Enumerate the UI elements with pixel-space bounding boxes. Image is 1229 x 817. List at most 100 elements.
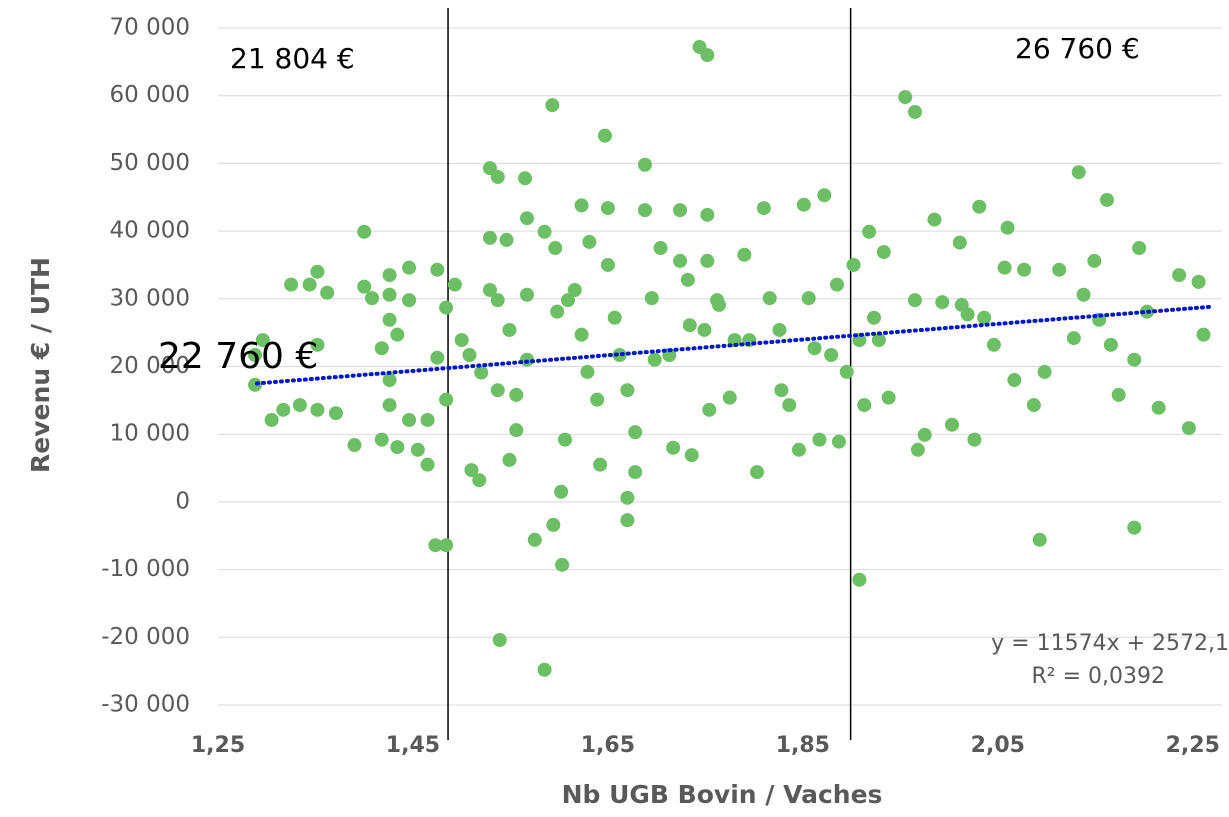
data-point <box>248 377 263 392</box>
data-point <box>944 417 959 432</box>
data-point <box>320 285 335 300</box>
data-point <box>554 484 569 499</box>
data-point <box>310 337 325 352</box>
annotation: 21 804 € <box>230 42 355 75</box>
data-point <box>824 347 839 362</box>
data-point <box>1066 331 1081 346</box>
data-point <box>637 203 652 218</box>
data-point <box>1017 262 1032 277</box>
data-point <box>829 277 844 292</box>
data-point <box>817 188 832 203</box>
data-point <box>628 465 643 480</box>
data-point <box>1007 373 1022 388</box>
data-point <box>402 412 417 427</box>
data-point <box>682 318 697 333</box>
data-point <box>502 322 517 337</box>
data-point <box>812 432 827 447</box>
data-point <box>357 224 372 239</box>
data-point <box>600 257 615 272</box>
data-point <box>862 224 877 239</box>
data-point <box>474 365 489 380</box>
y-tick-label: 50 000 <box>110 150 190 176</box>
data-point <box>490 293 505 308</box>
data-point <box>807 341 822 356</box>
data-point <box>700 48 715 63</box>
data-point <box>420 412 435 427</box>
data-point <box>1071 165 1086 180</box>
data-point <box>756 201 771 216</box>
data-point <box>871 333 886 348</box>
x-tick-label: 1,85 <box>776 733 830 758</box>
y-tick-label: -10 000 <box>101 556 190 582</box>
data-point <box>545 98 560 113</box>
data-point <box>1151 400 1166 415</box>
x-tick-label: 1,65 <box>581 733 635 758</box>
data-point <box>881 390 896 405</box>
data-point <box>1196 327 1211 342</box>
y-tick-label: 60 000 <box>110 82 190 108</box>
data-point <box>560 293 575 308</box>
data-point <box>248 347 263 362</box>
data-point <box>558 432 573 447</box>
data-point <box>439 300 454 315</box>
data-point <box>839 364 854 379</box>
data-point <box>762 291 777 306</box>
data-point <box>831 434 846 449</box>
data-point <box>712 297 727 312</box>
y-tick-label: 30 000 <box>110 285 190 311</box>
data-point <box>574 198 589 213</box>
data-point <box>907 104 922 119</box>
data-point <box>1191 274 1206 289</box>
data-point <box>276 402 291 417</box>
data-point <box>527 532 542 547</box>
data-point <box>347 438 362 453</box>
data-point <box>796 197 811 212</box>
data-point <box>647 352 662 367</box>
x-axis-title: Nb UGB Bovin / Vaches <box>562 780 883 809</box>
data-point <box>382 287 397 302</box>
data-point <box>898 90 913 105</box>
y-tick-label: 10 000 <box>110 421 190 447</box>
data-point <box>673 203 688 218</box>
data-point <box>499 232 514 247</box>
data-point <box>519 211 534 226</box>
data-point <box>292 398 307 413</box>
data-point <box>935 295 950 310</box>
data-point <box>960 307 975 322</box>
data-point <box>482 282 497 297</box>
data-point <box>977 310 992 325</box>
data-point <box>1181 421 1196 436</box>
data-point <box>439 538 454 553</box>
data-point <box>666 440 681 455</box>
trendline <box>254 304 1215 386</box>
data-point <box>637 157 652 172</box>
data-point <box>574 327 589 342</box>
data-point <box>1099 192 1114 207</box>
data-point <box>555 557 570 572</box>
trend-equation: y = 11574x + 2572,1 <box>991 631 1229 656</box>
data-point <box>986 337 1001 352</box>
data-point <box>447 277 462 292</box>
data-point <box>722 390 737 405</box>
data-point <box>607 310 622 325</box>
data-point <box>492 633 507 648</box>
data-point <box>600 201 615 216</box>
data-point <box>876 245 891 260</box>
data-point <box>509 423 524 438</box>
data-point <box>846 257 861 272</box>
data-point <box>255 333 270 348</box>
data-point <box>772 322 787 337</box>
data-point <box>917 427 932 442</box>
data-point <box>1172 268 1187 283</box>
data-point <box>597 128 612 143</box>
data-point <box>390 440 405 455</box>
data-point <box>537 224 552 239</box>
data-point <box>653 241 668 256</box>
x-tick-label: 2,05 <box>971 733 1025 758</box>
data-point <box>382 373 397 388</box>
data-point <box>910 442 925 457</box>
data-point <box>1087 253 1102 268</box>
data-point <box>750 465 765 480</box>
